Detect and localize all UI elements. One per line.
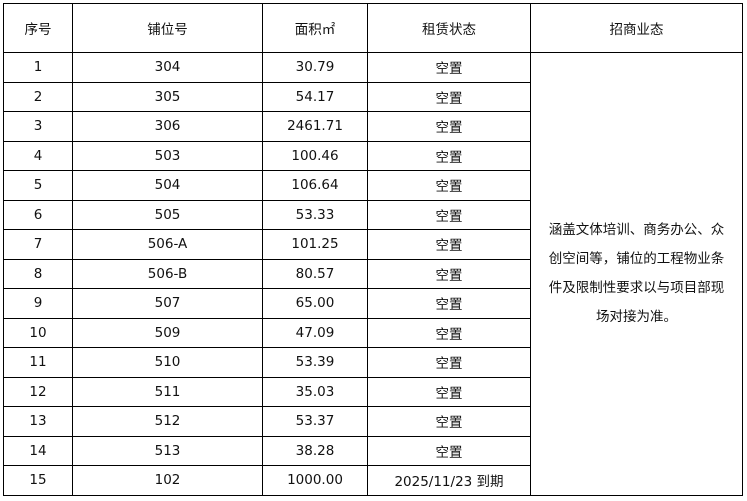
row-number: 7: [3, 229, 73, 260]
leasing-table: 序号 铺位号 面积㎡ 租赁状态 招商业态 1 304 30.79 空置 涵盖文体培训、商…: [3, 3, 743, 496]
unit-number: 504: [72, 170, 263, 201]
table-row: 15 102 1000.00 2025/11/23 到期: [3, 465, 743, 496]
area-value: 53.33: [262, 199, 368, 230]
row-number: 5: [3, 170, 73, 201]
lease-status: 空置: [367, 376, 531, 407]
table-row: 10 509 47.09 空置: [3, 317, 743, 348]
table-row: 8 506-B 80.57 空置: [3, 258, 743, 289]
area-value: 38.28: [262, 435, 368, 466]
lease-status: 空置: [367, 435, 531, 466]
area-value: 106.64: [262, 170, 368, 201]
row-number: 14: [3, 435, 73, 466]
area-value: 100.46: [262, 140, 368, 171]
area-value: 54.17: [262, 81, 368, 112]
unit-number: 510: [72, 347, 263, 378]
table-row: 2 305 54.17 空置: [3, 81, 743, 112]
unit-number: 512: [72, 406, 263, 437]
header-row: 序号 铺位号 面积㎡ 租赁状态 招商业态: [3, 3, 743, 53]
row-number: 6: [3, 199, 73, 230]
table-row: 4 503 100.46 空置: [3, 140, 743, 171]
row-number: 8: [3, 258, 73, 289]
row-number: 13: [3, 406, 73, 437]
table-row: 7 506-A 101.25 空置: [3, 229, 743, 260]
table-row: 5 504 106.64 空置: [3, 170, 743, 201]
lease-status: 空置: [367, 140, 531, 171]
area-value: 53.39: [262, 347, 368, 378]
row-number: 4: [3, 140, 73, 171]
unit-number: 505: [72, 199, 263, 230]
lease-status: 2025/11/23 到期: [367, 465, 531, 496]
unit-number: 513: [72, 435, 263, 466]
lease-status: 空置: [367, 258, 531, 289]
row-number: 12: [3, 376, 73, 407]
area-value: 1000.00: [262, 465, 368, 496]
area-value: 47.09: [262, 317, 368, 348]
row-number: 9: [3, 288, 73, 319]
row-number: 2: [3, 81, 73, 112]
lease-status: 空置: [367, 52, 531, 83]
lease-status: 空置: [367, 199, 531, 230]
header-status: 租赁状态: [367, 3, 531, 53]
lease-status: 空置: [367, 229, 531, 260]
header-area: 面积㎡: [262, 3, 368, 53]
unit-number: 305: [72, 81, 263, 112]
area-value: 53.37: [262, 406, 368, 437]
business-type-description: 涵盖文体培训、商务办公、众创空间等，铺位的工程物业条件及限制性要求以与项目部现场…: [530, 52, 743, 496]
row-number: 15: [3, 465, 73, 496]
unit-number: 306: [72, 111, 263, 142]
row-number: 1: [3, 52, 73, 83]
row-number: 3: [3, 111, 73, 142]
lease-status: 空置: [367, 288, 531, 319]
unit-number: 503: [72, 140, 263, 171]
table-row: 9 507 65.00 空置: [3, 288, 743, 319]
area-value: 30.79: [262, 52, 368, 83]
row-number: 10: [3, 317, 73, 348]
header-unit: 铺位号: [72, 3, 263, 53]
unit-number: 304: [72, 52, 263, 83]
unit-number: 509: [72, 317, 263, 348]
row-number: 11: [3, 347, 73, 378]
unit-number: 506-B: [72, 258, 263, 289]
table-row: 1 304 30.79 空置 涵盖文体培训、商务办公、众创空间等，铺位的工程物业条件及限…: [3, 52, 743, 496]
table-row: 11 510 53.39 空置: [3, 347, 743, 378]
area-value: 65.00: [262, 288, 368, 319]
unit-number: 507: [72, 288, 263, 319]
unit-number: 506-A: [72, 229, 263, 260]
lease-status: 空置: [367, 406, 531, 437]
area-value: 80.57: [262, 258, 368, 289]
unit-number: 102: [72, 465, 263, 496]
unit-number: 511: [72, 376, 263, 407]
table-row: 6 505 53.33 空置: [3, 199, 743, 230]
area-value: 35.03: [262, 376, 368, 407]
lease-status: 空置: [367, 81, 531, 112]
area-value: 2461.71: [262, 111, 368, 142]
area-value: 101.25: [262, 229, 368, 260]
lease-status: 空置: [367, 347, 531, 378]
lease-status: 空置: [367, 170, 531, 201]
lease-status: 空置: [367, 111, 531, 142]
header-no: 序号: [3, 3, 73, 53]
header-business-type: 招商业态: [530, 3, 743, 53]
lease-status: 空置: [367, 317, 531, 348]
table-row: 3 306 2461.71 空置: [3, 111, 743, 142]
